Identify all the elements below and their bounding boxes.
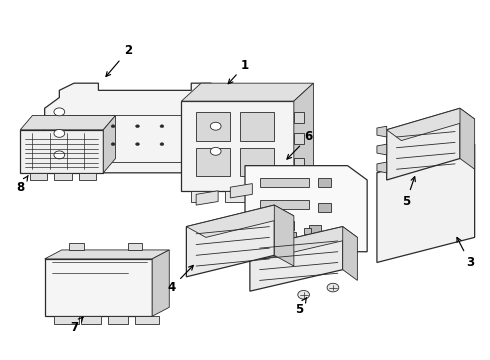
Text: 5: 5 bbox=[402, 177, 416, 208]
Polygon shape bbox=[318, 178, 331, 187]
Polygon shape bbox=[260, 200, 309, 209]
Polygon shape bbox=[343, 226, 357, 280]
Polygon shape bbox=[196, 191, 218, 205]
Polygon shape bbox=[69, 116, 225, 162]
Polygon shape bbox=[69, 243, 84, 250]
Polygon shape bbox=[79, 173, 96, 180]
Text: 3: 3 bbox=[457, 238, 474, 269]
Polygon shape bbox=[54, 316, 79, 324]
Circle shape bbox=[298, 291, 310, 299]
Circle shape bbox=[136, 143, 140, 145]
Circle shape bbox=[54, 151, 65, 159]
Polygon shape bbox=[128, 243, 143, 250]
Polygon shape bbox=[294, 112, 304, 123]
Polygon shape bbox=[181, 101, 294, 191]
Polygon shape bbox=[387, 108, 460, 180]
Polygon shape bbox=[274, 205, 294, 266]
Polygon shape bbox=[294, 83, 314, 191]
Polygon shape bbox=[260, 178, 309, 187]
Circle shape bbox=[160, 125, 164, 128]
Polygon shape bbox=[294, 158, 304, 169]
Polygon shape bbox=[260, 221, 294, 230]
Polygon shape bbox=[196, 112, 230, 140]
Polygon shape bbox=[108, 316, 128, 324]
Polygon shape bbox=[186, 205, 294, 237]
Polygon shape bbox=[30, 173, 47, 180]
Text: 6: 6 bbox=[287, 130, 313, 159]
Polygon shape bbox=[20, 130, 103, 173]
Polygon shape bbox=[318, 203, 331, 212]
Polygon shape bbox=[181, 83, 314, 101]
Circle shape bbox=[210, 147, 221, 155]
Polygon shape bbox=[245, 166, 367, 252]
Polygon shape bbox=[225, 101, 245, 173]
Text: 8: 8 bbox=[16, 176, 28, 194]
Text: 1: 1 bbox=[228, 59, 249, 84]
Polygon shape bbox=[45, 83, 245, 173]
Polygon shape bbox=[54, 173, 72, 180]
Circle shape bbox=[54, 108, 65, 116]
Text: 2: 2 bbox=[106, 44, 132, 76]
Polygon shape bbox=[460, 108, 475, 169]
Polygon shape bbox=[20, 116, 116, 130]
Polygon shape bbox=[45, 250, 169, 259]
Polygon shape bbox=[304, 228, 311, 234]
Polygon shape bbox=[45, 259, 152, 316]
Polygon shape bbox=[377, 144, 475, 262]
Circle shape bbox=[327, 283, 339, 292]
Text: 7: 7 bbox=[70, 317, 83, 333]
Polygon shape bbox=[191, 191, 211, 202]
Polygon shape bbox=[294, 134, 304, 144]
Polygon shape bbox=[186, 205, 274, 277]
Polygon shape bbox=[250, 226, 343, 291]
Circle shape bbox=[111, 143, 115, 145]
Polygon shape bbox=[250, 226, 357, 259]
Circle shape bbox=[210, 122, 221, 130]
Text: 4: 4 bbox=[168, 265, 193, 294]
Polygon shape bbox=[289, 232, 296, 237]
Polygon shape bbox=[240, 148, 274, 176]
Polygon shape bbox=[265, 191, 284, 202]
Polygon shape bbox=[240, 112, 274, 140]
Polygon shape bbox=[377, 126, 387, 137]
Circle shape bbox=[160, 143, 164, 145]
Text: 5: 5 bbox=[294, 297, 307, 316]
Circle shape bbox=[54, 130, 65, 137]
Polygon shape bbox=[135, 316, 159, 324]
Polygon shape bbox=[103, 116, 116, 173]
Circle shape bbox=[111, 125, 115, 128]
Polygon shape bbox=[377, 144, 387, 155]
Circle shape bbox=[136, 125, 140, 128]
Polygon shape bbox=[196, 148, 230, 176]
Polygon shape bbox=[387, 108, 475, 140]
Polygon shape bbox=[81, 316, 101, 324]
Polygon shape bbox=[152, 250, 169, 316]
Polygon shape bbox=[377, 162, 387, 173]
Polygon shape bbox=[225, 191, 245, 202]
Polygon shape bbox=[230, 184, 252, 198]
Polygon shape bbox=[309, 225, 321, 234]
